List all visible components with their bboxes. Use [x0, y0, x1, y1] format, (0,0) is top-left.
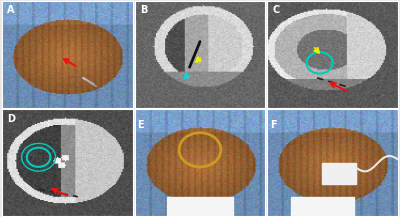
Text: A: A [7, 5, 15, 15]
Bar [167, 197, 233, 216]
Text: F: F [270, 120, 276, 130]
Text: D: D [7, 113, 15, 123]
Text: C: C [272, 5, 280, 15]
Bar [322, 163, 356, 184]
Bar [291, 197, 354, 216]
Text: E: E [137, 120, 144, 130]
Text: B: B [140, 5, 147, 15]
